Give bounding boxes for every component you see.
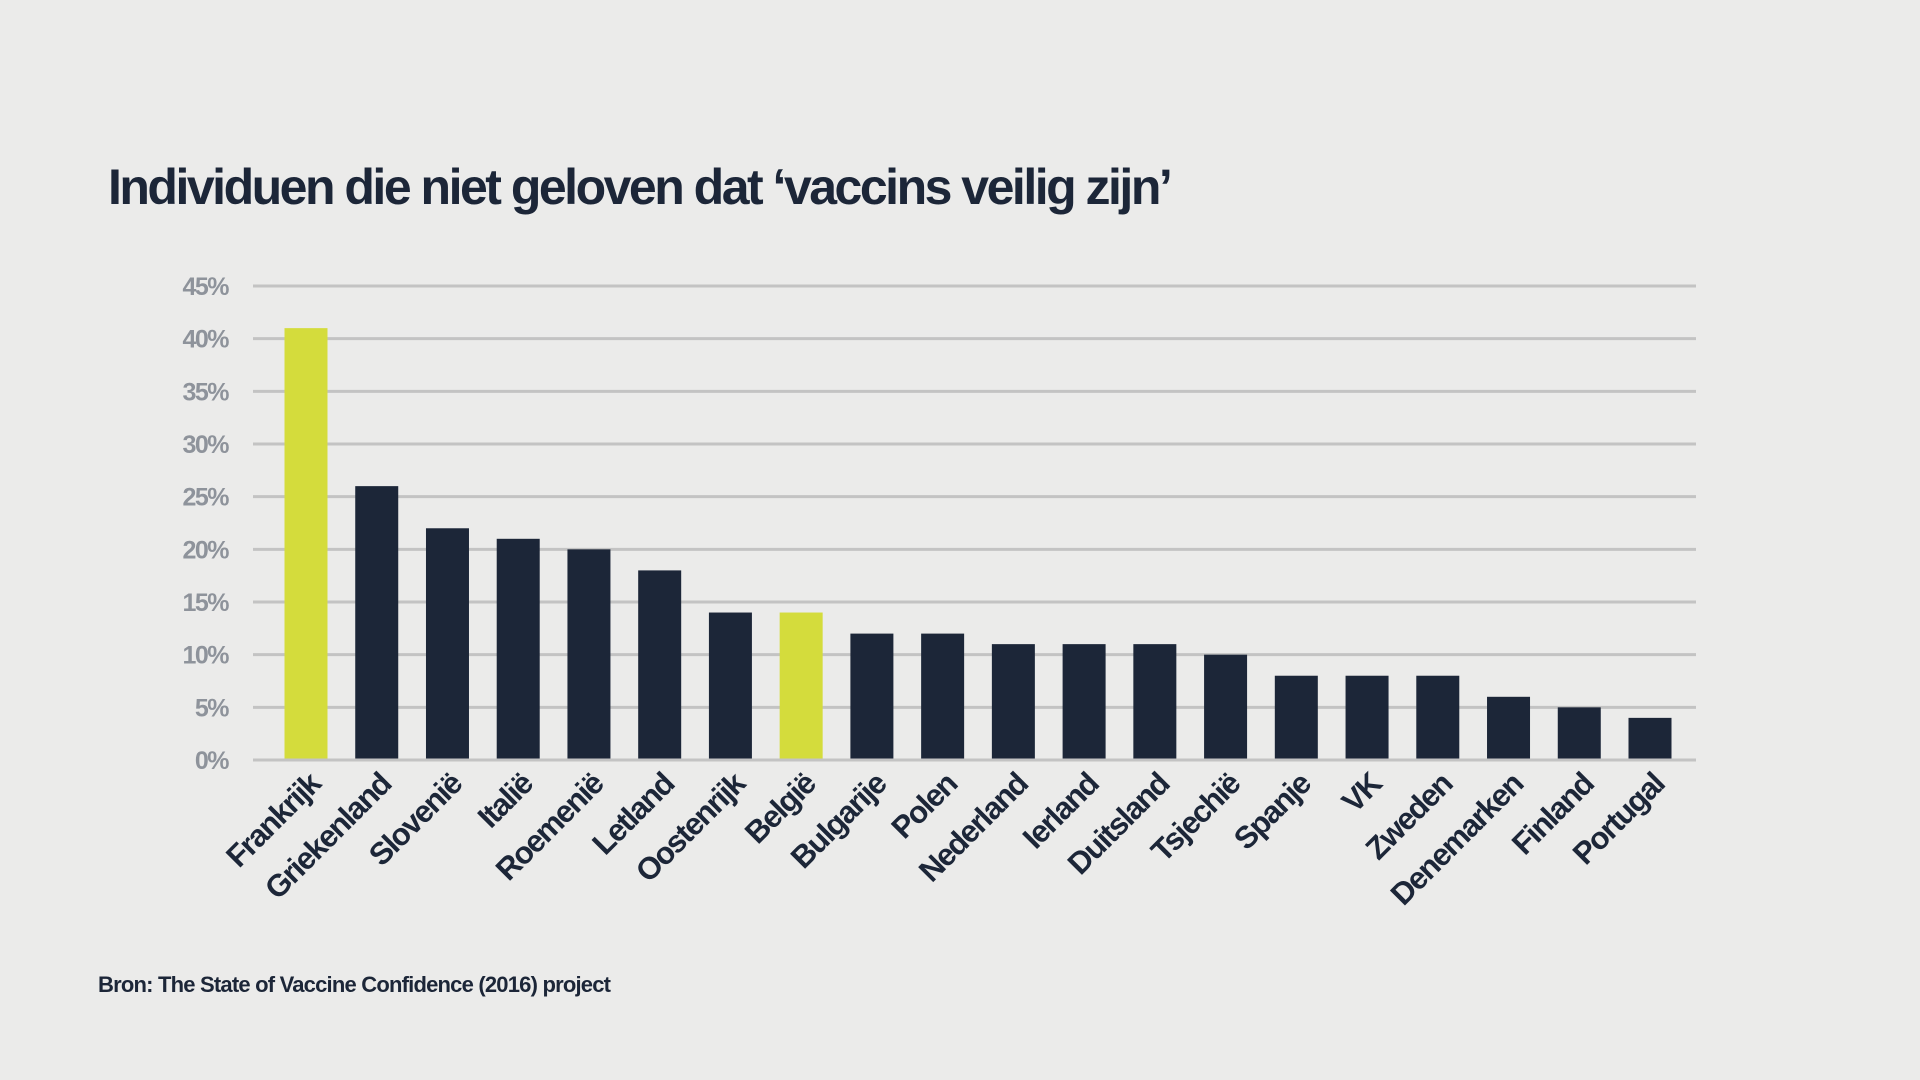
x-tick-label: VK (1335, 765, 1390, 820)
bar (355, 486, 399, 759)
bar (708, 612, 752, 759)
bar (850, 633, 894, 759)
chart-title: Individuen die niet geloven dat ‘vaccins… (108, 158, 1173, 216)
bar (638, 570, 682, 759)
title-part: geloven dat ‘vaccins veilig zijn’ (499, 159, 1173, 215)
bar (1274, 675, 1318, 759)
y-tick-label: 10% (182, 642, 229, 670)
bar (567, 549, 611, 759)
y-tick-label: 45% (182, 273, 229, 301)
bar (1133, 644, 1177, 759)
title-part: Individuen die (108, 159, 421, 215)
y-tick-label: 40% (182, 326, 229, 354)
y-tick-label: 15% (182, 589, 229, 617)
bar (921, 633, 965, 759)
bar (779, 612, 823, 759)
bar (1345, 675, 1389, 759)
bar (991, 644, 1035, 759)
bar (1557, 707, 1601, 759)
bar (1062, 644, 1106, 759)
bar (1487, 696, 1531, 759)
bar (1628, 717, 1672, 759)
bar (496, 538, 540, 759)
bar (1204, 654, 1248, 759)
x-tick-label: Spanje (1227, 765, 1318, 856)
y-tick-label: 0% (195, 747, 229, 775)
y-tick-label: 20% (182, 536, 229, 564)
y-tick-label: 35% (182, 378, 229, 406)
bar (284, 328, 328, 759)
bar (1416, 675, 1460, 759)
y-tick-label: 5% (195, 694, 229, 722)
y-tick-label: 30% (182, 431, 229, 459)
source-note: Bron: The State of Vaccine Confidence (2… (98, 972, 611, 997)
bar (425, 528, 469, 759)
y-tick-label: 25% (182, 484, 229, 512)
title-highlight: niet (420, 159, 502, 215)
